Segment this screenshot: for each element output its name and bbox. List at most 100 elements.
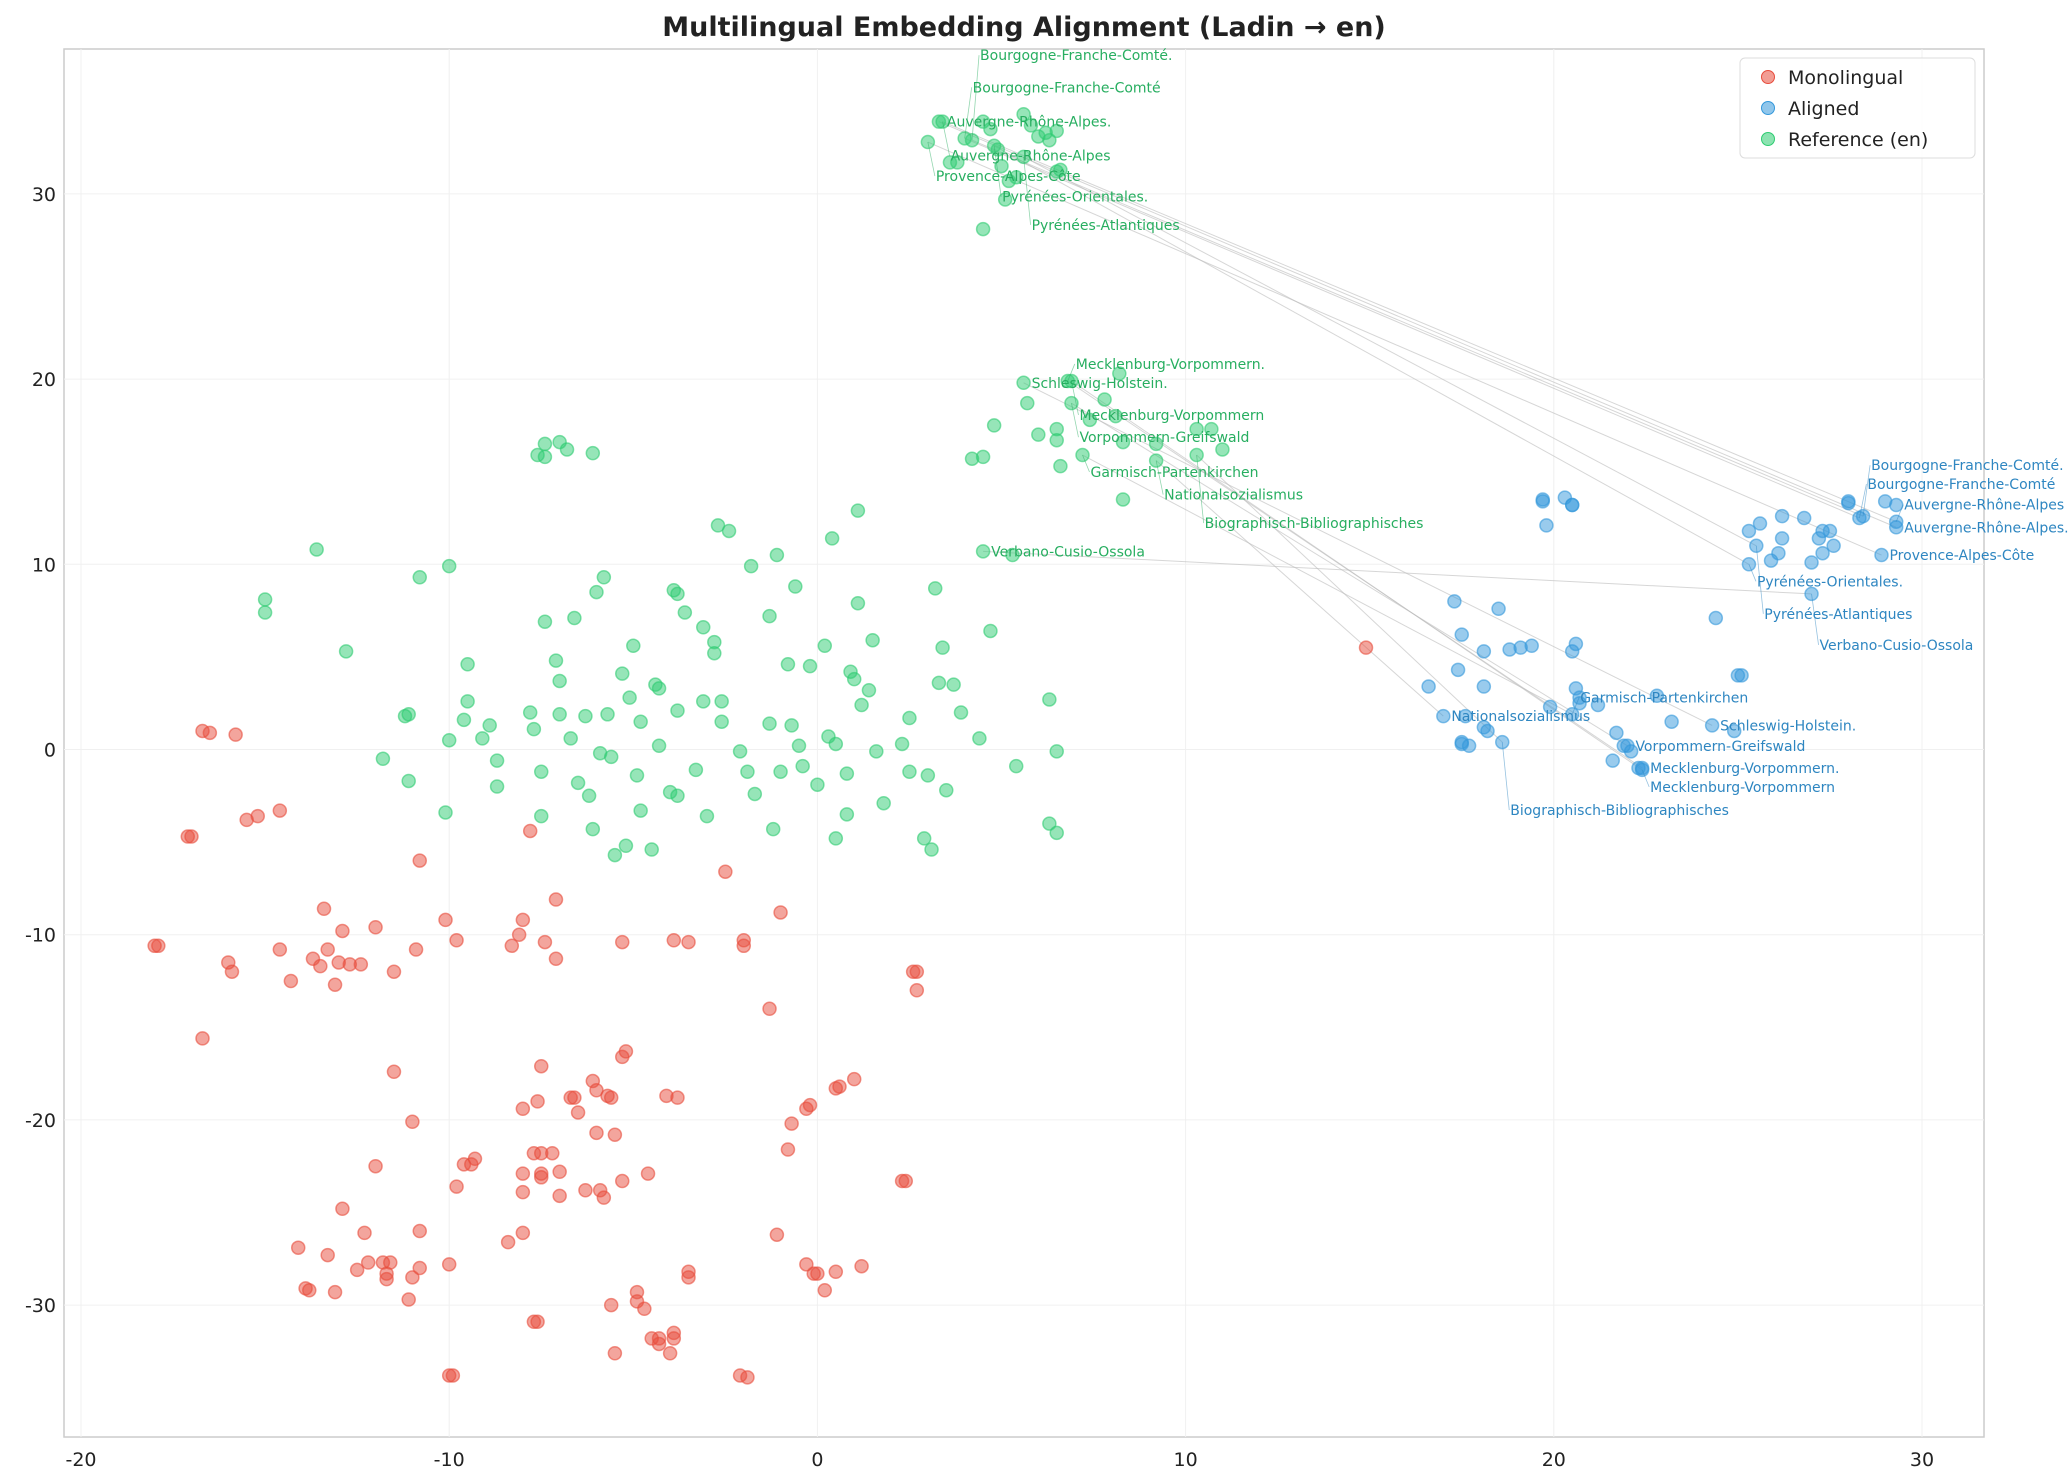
- point-reference-en: [1008, 169, 1024, 185]
- point-reference-en: [1053, 162, 1068, 178]
- point-reference-en: [618, 838, 634, 854]
- y-tick-label: 0: [44, 740, 56, 762]
- point-monolingual: [603, 1090, 619, 1105]
- y-tick-label: -10: [25, 925, 56, 947]
- point-reference-en: [309, 542, 324, 557]
- data-points: [147, 107, 1904, 1385]
- point-monolingual: [780, 1142, 796, 1157]
- point-monolingual: [320, 1247, 335, 1263]
- label-leader-line: [1023, 156, 1031, 225]
- alignment-link: [1082, 454, 1573, 715]
- point-aligned: [1874, 547, 1889, 563]
- point-aligned: [1476, 644, 1492, 659]
- point-monolingual: [773, 905, 788, 920]
- point-monolingual: [545, 1145, 560, 1161]
- point-reference-en: [939, 782, 954, 798]
- reference-point-label: Mecklenburg-Vorpommern.: [1076, 357, 1265, 373]
- point-monolingual: [327, 977, 343, 992]
- label-leader-line: [993, 145, 1002, 197]
- point-monolingual: [762, 1001, 777, 1017]
- point-monolingual: [607, 1127, 623, 1142]
- point-reference-en: [714, 714, 729, 729]
- point-reference-en: [986, 418, 1002, 433]
- point-monolingual: [500, 1234, 516, 1250]
- point-monolingual: [412, 1223, 427, 1239]
- legend: Monolingual Aligned Reference (en): [1739, 57, 1976, 159]
- point-reference-en: [548, 653, 564, 668]
- alignment-link: [927, 141, 1882, 556]
- point-reference-en: [1042, 816, 1057, 831]
- point-reference-en: [441, 558, 457, 574]
- y-tick-label: 10: [32, 554, 56, 576]
- point-reference-en: [935, 640, 950, 655]
- aligned-point-label: Bourgogne-Franche-Comté.: [1871, 458, 2063, 474]
- point-monolingual: [570, 1105, 586, 1120]
- point-monolingual: [681, 1264, 696, 1280]
- point-aligned: [1421, 679, 1436, 694]
- point-reference-en: [839, 807, 855, 822]
- label-leader-line: [1895, 504, 1904, 522]
- aligned-point-label: Mecklenburg-Vorpommern: [1650, 780, 1835, 796]
- point-reference-en: [578, 708, 593, 724]
- point-reference-en: [438, 805, 453, 820]
- alignment-link: [1071, 402, 1628, 747]
- point-reference-en: [559, 442, 575, 457]
- point-reference-en: [603, 749, 619, 765]
- point-reference-en: [633, 714, 648, 729]
- point-reference-en: [401, 707, 416, 722]
- point-reference-en: [475, 731, 490, 746]
- label-leader-line: [1501, 742, 1510, 811]
- point-aligned: [1815, 545, 1830, 561]
- label-leader-line: [1155, 460, 1164, 495]
- point-monolingual: [909, 983, 925, 998]
- point-aligned: [1605, 753, 1620, 768]
- point-aligned: [1726, 723, 1742, 739]
- label-leader-line: [942, 121, 950, 156]
- point-monolingual: [662, 1346, 678, 1361]
- point-aligned: [1841, 494, 1856, 509]
- point-reference-en: [534, 808, 549, 824]
- label-leader-line: [1755, 545, 1764, 614]
- point-aligned: [1447, 594, 1462, 609]
- alignment-link: [1023, 382, 1713, 726]
- point-reference-en: [567, 610, 582, 626]
- point-aligned: [1734, 668, 1749, 683]
- point-monolingual: [467, 1151, 483, 1167]
- point-reference-en: [1049, 123, 1064, 139]
- point-reference-en: [670, 703, 685, 718]
- point-reference-en: [1023, 118, 1039, 133]
- point-reference-en: [983, 623, 998, 639]
- point-reference-en: [651, 681, 667, 696]
- point-reference-en: [489, 753, 505, 768]
- label-leader-line: [1748, 564, 1757, 582]
- legend-marker-aligned: [1761, 101, 1775, 115]
- point-monolingual: [386, 1064, 402, 1079]
- point-monolingual: [784, 1116, 799, 1131]
- aligned-point-label: Pyrénées-Orientales.: [1757, 574, 1903, 590]
- point-reference-en: [460, 694, 475, 709]
- point-monolingual: [522, 823, 538, 839]
- point-reference-en: [670, 586, 685, 602]
- point-aligned: [1542, 699, 1558, 715]
- aligned-point-label: Vorpommern-Greifswald: [1635, 739, 1805, 755]
- point-reference-en: [696, 620, 711, 635]
- y-tick-label: 30: [32, 184, 56, 206]
- point-monolingual: [202, 725, 218, 741]
- point-monolingual: [401, 1292, 416, 1307]
- point-monolingual: [615, 934, 630, 950]
- point-reference-en: [257, 592, 273, 607]
- point-aligned: [1568, 636, 1584, 652]
- y-axis-ticks: -30 -20 -10 0 10 20 30: [25, 184, 56, 1317]
- point-reference-en: [894, 736, 910, 752]
- label-leader-line: [1067, 363, 1076, 382]
- point-reference-en: [375, 751, 391, 767]
- label-leader-line: [1196, 454, 1205, 524]
- point-reference-en: [600, 707, 615, 722]
- point-reference-en: [784, 718, 799, 733]
- point-monolingual: [405, 1270, 420, 1285]
- point-aligned: [1804, 555, 1819, 570]
- point-aligned: [1458, 708, 1473, 724]
- point-reference-en: [927, 581, 943, 596]
- point-reference-en: [869, 744, 884, 759]
- point-reference-en: [677, 605, 693, 620]
